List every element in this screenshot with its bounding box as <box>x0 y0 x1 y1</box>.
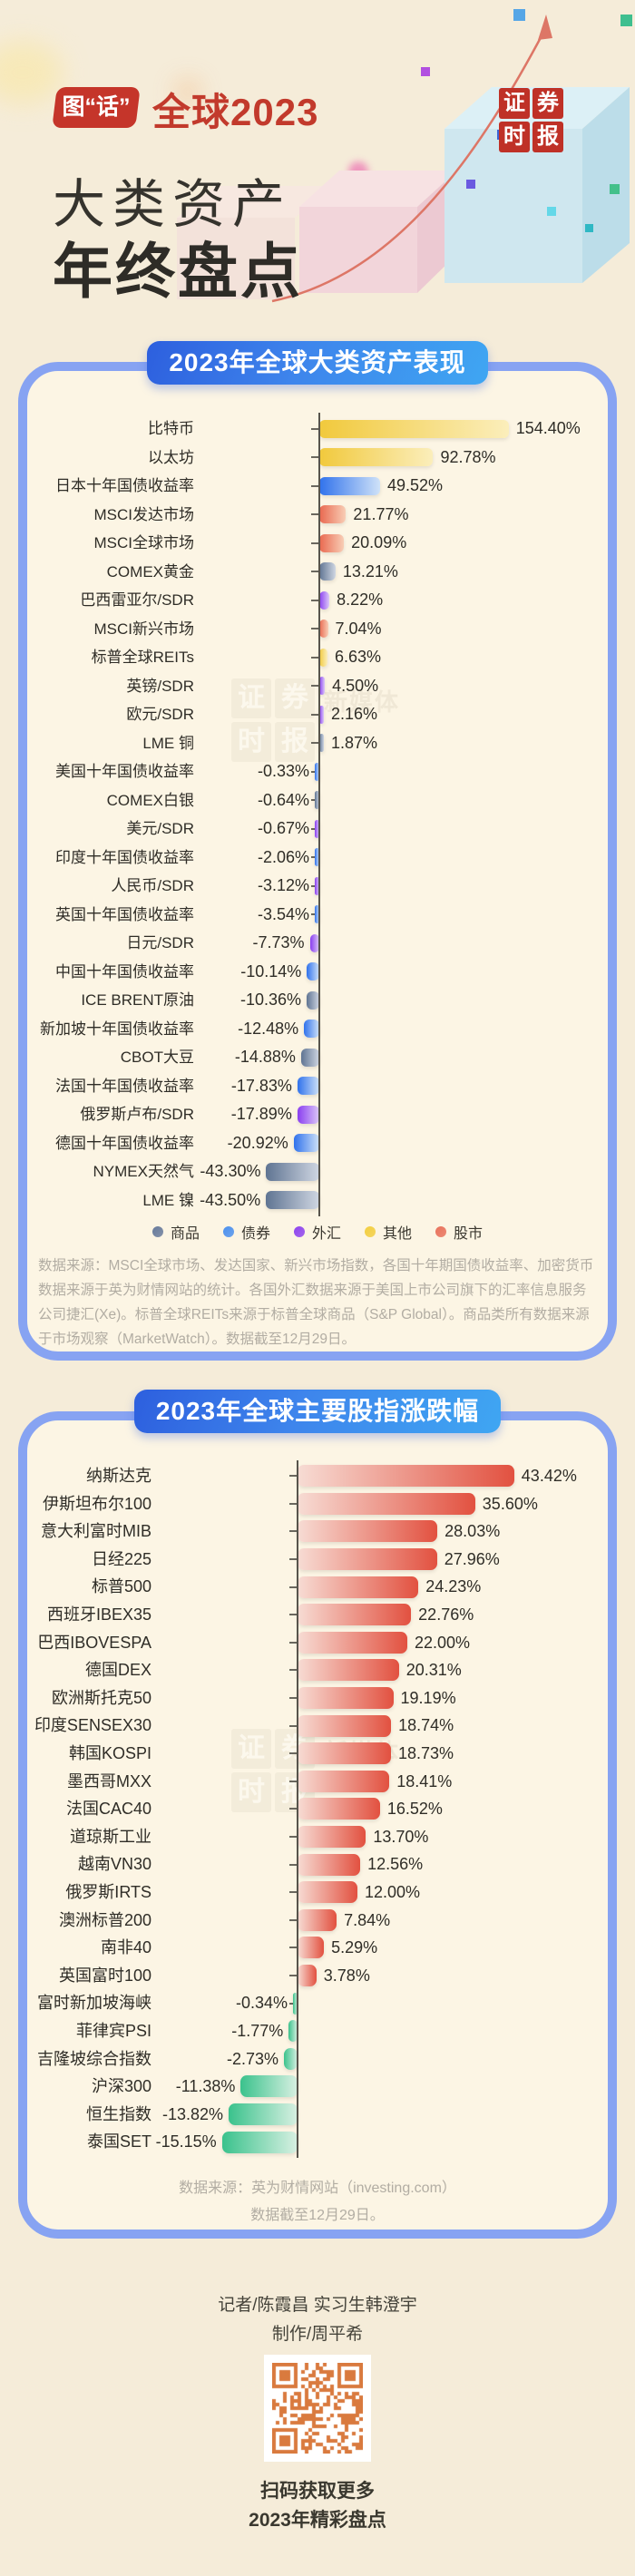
legend-dot <box>365 1226 376 1237</box>
series-badge-label: 图“话” <box>62 94 131 120</box>
asset-class-legend: 商品 债券 外汇 其他 股市 <box>27 1221 608 1243</box>
credit-line1: 记者/陈霞昌 实习生韩澄宇 <box>218 2296 417 2315</box>
logo-char: 券 <box>532 88 563 119</box>
legend-item: 股市 <box>435 1221 483 1243</box>
decor-yellow-blob <box>0 41 64 104</box>
watermark-char: 证 <box>231 678 271 718</box>
legend-dot <box>151 1226 163 1237</box>
series-badge: 图“话” <box>52 87 141 128</box>
watermark-text: 新媒体 <box>324 688 401 716</box>
asset-performance-panel <box>18 362 617 1361</box>
qr-code <box>264 2355 371 2462</box>
legend-item: 其他 <box>365 1221 412 1243</box>
watermark-char: 证 <box>231 1729 271 1769</box>
stock-index-title: 2023年全球主要股指涨跌幅 <box>134 1390 501 1433</box>
legend-item: 外汇 <box>293 1221 341 1243</box>
watermark-char: 券 <box>275 678 315 718</box>
watermark-char: 券 <box>275 1729 315 1769</box>
legend-label: 其他 <box>383 1226 413 1242</box>
watermark-char: 报 <box>275 722 315 762</box>
series-year-label: 全球2023 <box>152 91 319 133</box>
watermark-char: 报 <box>275 1772 315 1812</box>
asset-chart-source: 数据来源：MSCI全球市场、发达国家、新兴市场指数，各国十年期国债收益率、加密货… <box>38 1258 594 1347</box>
legend-dot <box>222 1226 234 1237</box>
legend-label: 股市 <box>454 1226 484 1242</box>
page-title-line1: 大类资产 <box>53 175 293 234</box>
stock-chart-source-line1: 数据来源：英为财情网站（investing.com） <box>179 2181 456 2196</box>
credit-line2: 制作/周平希 <box>271 2325 364 2344</box>
header-decoration <box>177 9 632 303</box>
decor-orange-blob <box>178 82 198 102</box>
watermark-char: 时 <box>231 1772 271 1812</box>
legend-dot <box>435 1226 447 1237</box>
watermark: 证券时报新媒体 <box>231 678 400 762</box>
watermark-text: 新媒体 <box>324 1739 401 1766</box>
legend-label: 商品 <box>170 1226 200 1242</box>
legend-label: 外汇 <box>311 1226 341 1242</box>
watermark-char: 时 <box>231 722 271 762</box>
stock-chart-source-line2: 数据截至12月29日。 <box>250 2208 385 2223</box>
page-title-line2: 年终盘点 <box>53 238 303 305</box>
legend-dot <box>293 1226 305 1237</box>
watermark-logo: 证券时报 <box>231 1729 315 1812</box>
securities-times-logo: 证 券 时 报 <box>499 88 563 152</box>
logo-char: 时 <box>499 122 530 152</box>
qr-caption-line2: 2023年精彩盘点 <box>249 2510 386 2531</box>
stock-index-panel <box>18 1411 617 2239</box>
legend-label: 债券 <box>240 1226 270 1242</box>
watermark: 证券时报新媒体 <box>231 1729 400 1812</box>
qr-caption-line1: 扫码获取更多 <box>260 2481 375 2502</box>
asset-performance-title: 2023年全球大类资产表现 <box>147 341 488 385</box>
watermark-logo: 证券时报 <box>231 678 315 762</box>
logo-char: 报 <box>532 122 563 152</box>
logo-char: 证 <box>499 88 530 119</box>
legend-item: 商品 <box>151 1221 200 1243</box>
legend-item: 债券 <box>222 1221 270 1243</box>
qr-code-canvas <box>272 2363 363 2454</box>
